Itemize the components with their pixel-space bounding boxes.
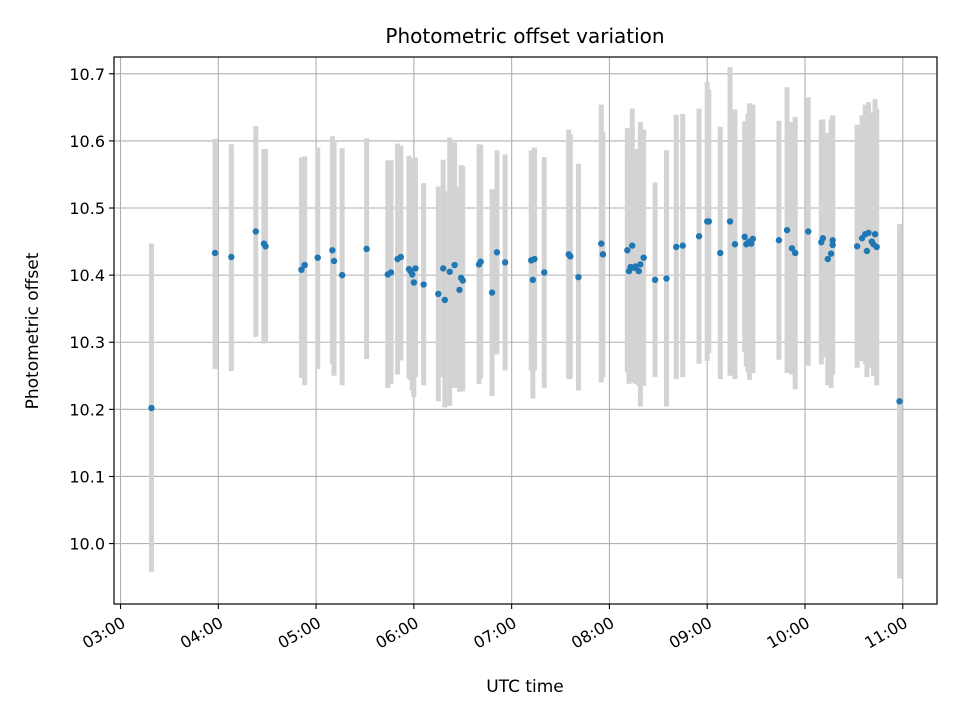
data-point — [717, 249, 724, 257]
data-point — [441, 296, 449, 304]
data-point — [805, 228, 812, 235]
data-point — [829, 241, 836, 249]
data-point — [567, 253, 574, 260]
x-tick-label: 06:00 — [372, 613, 421, 653]
data-point — [741, 233, 748, 241]
data-point — [412, 265, 419, 272]
data-point — [488, 289, 496, 296]
y-tick-label: 10.7 — [69, 65, 105, 84]
data-point — [541, 269, 548, 276]
data-point — [420, 281, 427, 288]
x-tick-label: 04:00 — [177, 613, 226, 653]
data-point — [792, 249, 799, 257]
data-point — [477, 258, 484, 265]
data-point — [863, 247, 871, 255]
data-point — [531, 255, 538, 263]
data-point — [695, 233, 703, 240]
x-tick-label: 07:00 — [470, 613, 519, 653]
data-point — [148, 404, 155, 412]
data-point — [262, 243, 269, 250]
x-tick-label: 09:00 — [666, 613, 715, 653]
data-point — [363, 245, 370, 253]
chart-title: Photometric offset variation — [385, 24, 664, 48]
data-point — [824, 255, 832, 263]
data-point — [896, 398, 903, 405]
data-point — [409, 271, 416, 278]
data-point — [637, 261, 644, 268]
y-tick-label: 10.2 — [69, 400, 105, 419]
data-point — [783, 226, 791, 234]
data-point — [819, 235, 827, 242]
x-tick-label: 11:00 — [861, 613, 910, 653]
data-point — [298, 266, 305, 273]
y-axis-label: Photometric offset — [23, 252, 43, 409]
data-point — [788, 245, 796, 252]
data-point — [632, 263, 639, 270]
data-point — [871, 230, 879, 238]
data-point — [598, 240, 605, 247]
data-point — [410, 279, 418, 286]
data-point — [459, 277, 466, 284]
data-point — [865, 229, 872, 237]
data-point — [456, 286, 463, 294]
data-point — [435, 290, 442, 298]
data-point — [440, 265, 447, 272]
grid-lines — [114, 57, 937, 604]
data-point — [673, 243, 680, 251]
data-point — [853, 243, 861, 250]
data-point — [493, 249, 501, 256]
plot-frame — [113, 56, 938, 605]
y-tick-label: 10.5 — [69, 199, 105, 218]
x-tick-label: 03:00 — [79, 613, 128, 653]
data-point — [749, 235, 757, 243]
data-point — [575, 273, 582, 281]
data-point — [397, 253, 405, 261]
data-point — [228, 253, 235, 261]
data-point — [726, 218, 734, 225]
data-points — [148, 218, 903, 412]
error-bars — [148, 67, 903, 579]
x-axis-ticks: 03:00 04:00 05:00 06:00 07:00 08:00 09:00 10:00… — [79, 604, 911, 653]
data-point — [873, 243, 880, 251]
data-point — [829, 237, 836, 244]
data-point — [329, 247, 336, 254]
y-tick-label: 10.0 — [69, 535, 105, 554]
data-point — [635, 267, 642, 275]
data-point — [640, 254, 647, 261]
y-tick-label: 10.4 — [69, 266, 105, 285]
data-point — [252, 228, 259, 235]
data-point — [301, 261, 308, 269]
data-point — [663, 275, 670, 282]
data-point — [314, 254, 321, 261]
data-point — [387, 269, 395, 276]
data-point — [705, 218, 713, 225]
x-tick-label: 08:00 — [568, 613, 617, 653]
data-point — [211, 249, 219, 257]
y-tick-label: 10.6 — [69, 132, 105, 151]
data-point — [731, 241, 739, 248]
data-point — [599, 251, 607, 258]
data-point — [501, 259, 509, 266]
data-point — [451, 261, 458, 269]
data-point — [775, 237, 783, 244]
y-axis-ticks: 10.0 10.1 10.2 10.3 10.4 10.5 10.6 10.7 — [69, 65, 114, 554]
x-tick-label: 05:00 — [275, 613, 324, 653]
data-point — [629, 242, 636, 249]
data-point — [338, 271, 346, 279]
y-tick-label: 10.3 — [69, 333, 105, 352]
y-tick-label: 10.1 — [69, 467, 105, 486]
data-point — [330, 257, 338, 265]
x-axis-label: UTC time — [486, 677, 564, 697]
data-point — [679, 242, 686, 249]
data-point — [529, 276, 537, 284]
data-point — [827, 250, 835, 257]
x-tick-label: 10:00 — [764, 613, 813, 653]
data-point — [446, 268, 453, 275]
data-point — [651, 276, 659, 284]
data-point — [624, 247, 631, 254]
